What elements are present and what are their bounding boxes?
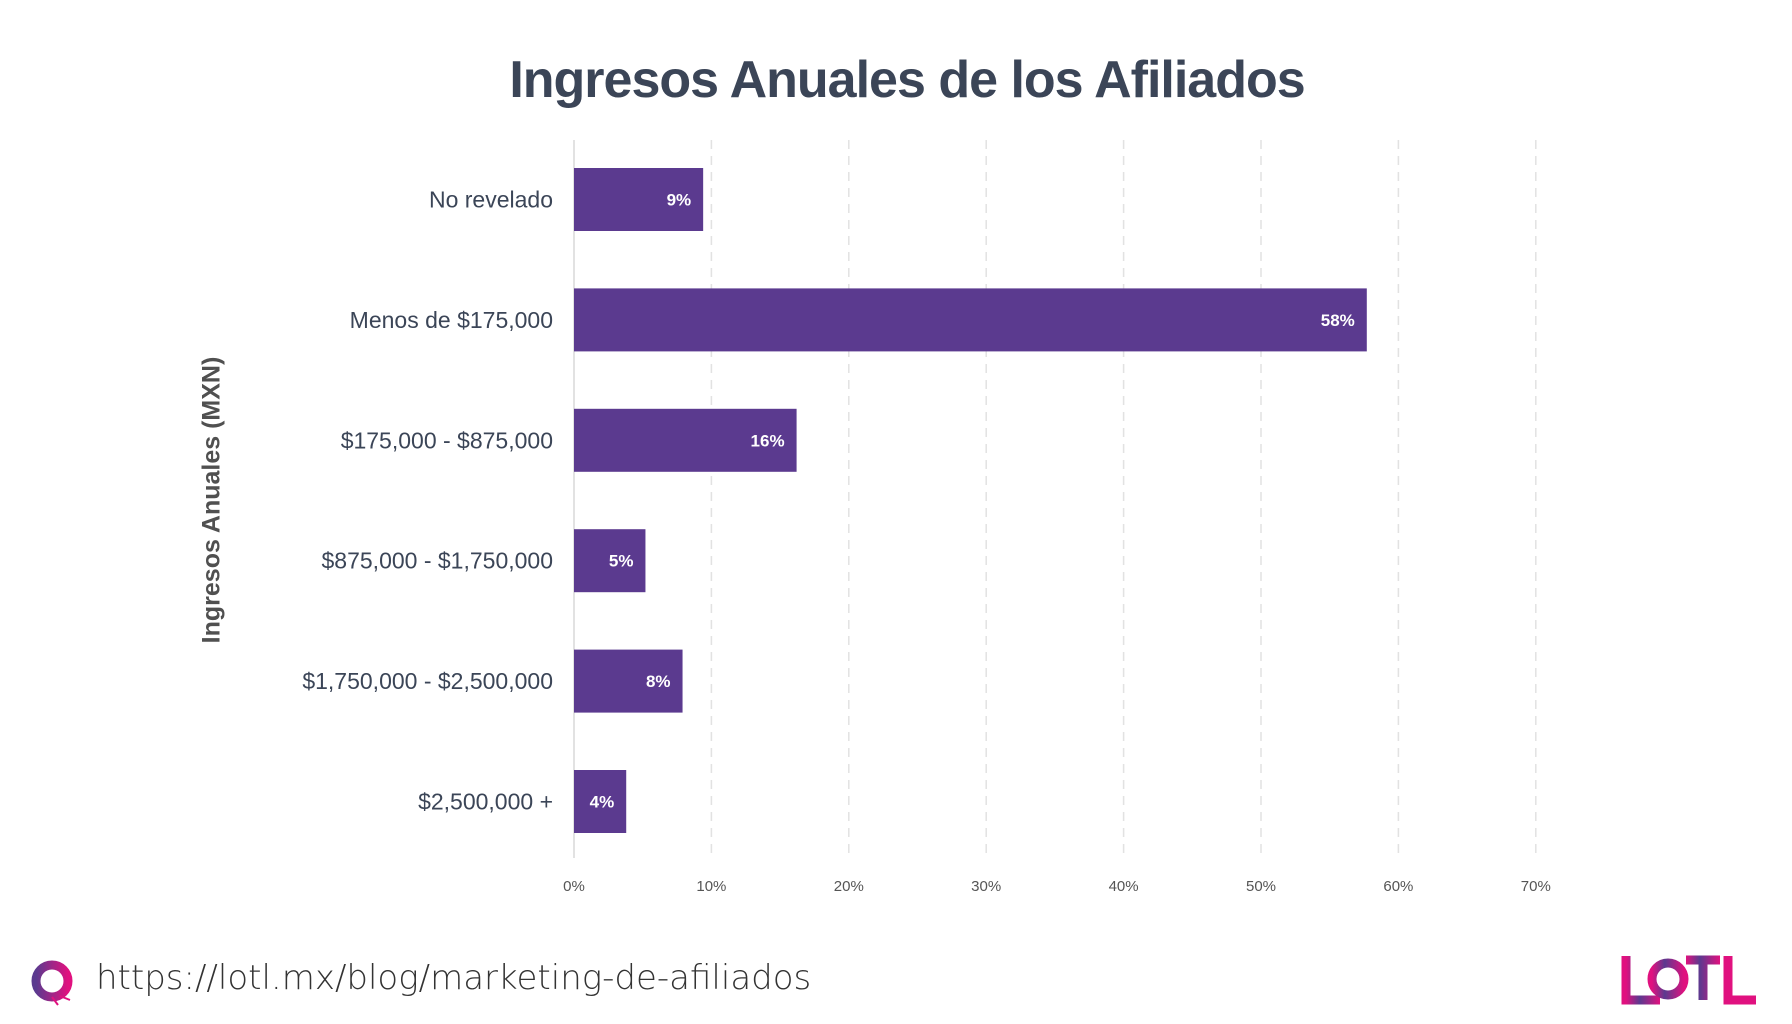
category-label: $875,000 - $1,750,000 xyxy=(322,548,553,574)
bar xyxy=(574,408,797,472)
x-tick-label: 20% xyxy=(834,878,864,895)
category-label: $175,000 - $875,000 xyxy=(341,427,553,453)
bar xyxy=(574,649,683,713)
x-tick-label: 40% xyxy=(1109,878,1139,895)
data-label: 5% xyxy=(609,552,634,571)
data-label: 58% xyxy=(1321,311,1355,330)
x-tick-label: 60% xyxy=(1383,878,1413,895)
lotl-circle-icon xyxy=(31,960,73,1006)
data-label: 4% xyxy=(590,793,615,812)
x-tick-label: 50% xyxy=(1246,878,1276,895)
x-tick-label: 30% xyxy=(971,878,1001,895)
bar xyxy=(574,529,646,593)
lotl-logo xyxy=(1621,955,1756,1005)
bar xyxy=(574,288,1367,352)
data-label: 8% xyxy=(646,672,671,691)
x-tick-label: 0% xyxy=(563,878,585,895)
category-label: Menos de $175,000 xyxy=(350,307,553,333)
bar xyxy=(574,770,627,833)
category-label: $1,750,000 - $2,500,000 xyxy=(302,668,553,694)
category-label: $2,500,000 + xyxy=(418,789,553,815)
bar xyxy=(574,168,704,231)
data-label: 9% xyxy=(667,191,692,210)
source-url[interactable]: https://lotl.mx/blog/marketing-de-afilia… xyxy=(96,958,812,998)
x-tick-label: 70% xyxy=(1521,878,1551,895)
data-label: 16% xyxy=(751,431,785,450)
chart-title: Ingresos Anuales de los Afiliados xyxy=(509,51,1305,109)
x-tick-label: 10% xyxy=(696,878,726,895)
category-label: No revelado xyxy=(429,187,553,213)
